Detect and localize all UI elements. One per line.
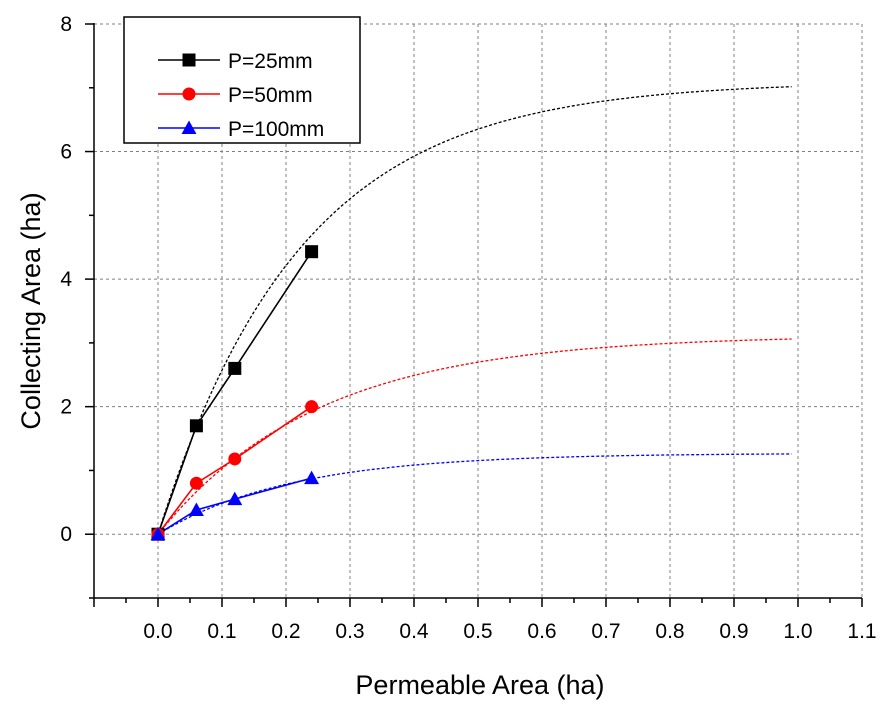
y-axis-title: Collecting Area (ha)	[16, 192, 46, 429]
legend-marker	[182, 53, 196, 67]
x-tick-label: 0.4	[399, 620, 429, 643]
data-point	[150, 526, 166, 541]
x-tick-label: 0.0	[143, 620, 172, 643]
x-tick-label: 0.2	[271, 620, 300, 643]
data-point	[188, 502, 204, 516]
x-tick-label: 0.7	[591, 620, 620, 643]
data-point	[305, 245, 319, 259]
data-point	[227, 491, 243, 506]
x-tick-label: 0.1	[207, 620, 236, 643]
x-tick-label: 1.1	[847, 620, 876, 643]
series-markers	[150, 245, 320, 541]
x-tick-label: 0.3	[335, 620, 364, 643]
data-point	[305, 400, 319, 414]
x-tick-label: 1.0	[783, 620, 812, 643]
x-tick-label: 0.9	[719, 620, 748, 643]
y-tick-label: 6	[60, 141, 72, 164]
legend-box	[123, 16, 361, 144]
y-tick-label: 0	[60, 523, 72, 546]
fit-curves	[157, 86, 792, 535]
legend-label: P=25mm	[228, 50, 313, 73]
data-point	[189, 476, 203, 490]
data-point	[228, 452, 242, 466]
data-point	[228, 361, 242, 375]
x-tick-label: 0.8	[655, 620, 684, 643]
fit-curve	[157, 86, 792, 535]
legend-marker	[182, 87, 196, 101]
x-axis-title: Permeable Area (ha)	[355, 670, 604, 700]
x-tick-label: 0.5	[463, 620, 492, 643]
tick-labels: 0.0 0.1 0.2 0.3 0.4 0.5 0.6 0.7 0.8 0.9 1.0 1.1 0 2 4 6…	[60, 13, 876, 643]
series-line	[157, 406, 313, 535]
grid	[94, 23, 863, 598]
series-lines	[157, 251, 313, 535]
y-tick-label: 4	[60, 268, 72, 291]
y-tick-label: 2	[60, 396, 72, 419]
fit-curve	[157, 338, 792, 535]
y-tick-label: 8	[60, 13, 72, 36]
series-line	[157, 251, 313, 535]
data-point	[304, 470, 320, 485]
legend-label: P=50mm	[228, 84, 313, 107]
series-line	[157, 477, 312, 535]
legend-label: P=100mm	[228, 118, 324, 141]
x-tick-label: 0.6	[527, 620, 556, 643]
legend-marker	[181, 120, 197, 134]
axes	[85, 23, 863, 607]
data-point	[189, 419, 203, 433]
legend: P=25mm P=50mm P=100mm	[123, 16, 361, 144]
